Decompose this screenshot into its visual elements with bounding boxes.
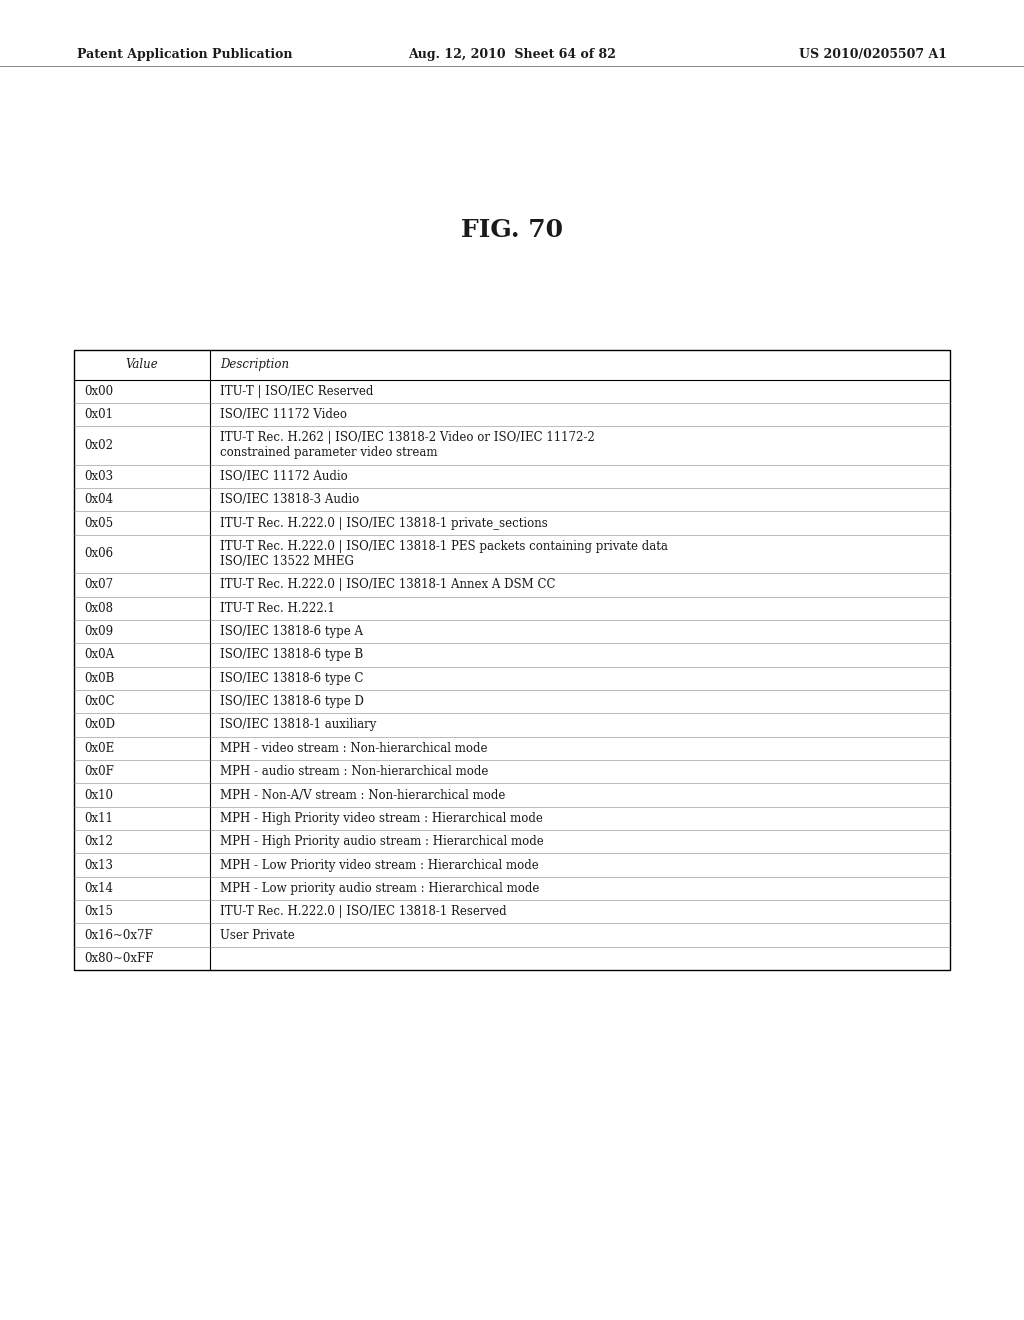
Text: ISO/IEC 13818-6 type D: ISO/IEC 13818-6 type D: [220, 696, 364, 708]
Text: Patent Application Publication: Patent Application Publication: [77, 48, 292, 61]
Text: 0x0C: 0x0C: [84, 696, 115, 708]
Text: ITU-T | ISO/IEC Reserved: ITU-T | ISO/IEC Reserved: [220, 384, 373, 397]
Text: 0x0E: 0x0E: [84, 742, 115, 755]
Text: ISO/IEC 13818-6 type A: ISO/IEC 13818-6 type A: [220, 626, 362, 638]
Text: 0x04: 0x04: [84, 494, 113, 507]
Text: ITU-T Rec. H.222.1: ITU-T Rec. H.222.1: [220, 602, 335, 615]
Text: ITU-T Rec. H.222.0 | ISO/IEC 13818-1 Annex A DSM CC: ITU-T Rec. H.222.0 | ISO/IEC 13818-1 Ann…: [220, 578, 555, 591]
Text: ITU-T Rec. H.222.0 | ISO/IEC 13818-1 Reserved: ITU-T Rec. H.222.0 | ISO/IEC 13818-1 Res…: [220, 906, 507, 919]
Text: Description: Description: [220, 358, 289, 371]
Text: 0x01: 0x01: [84, 408, 113, 421]
Text: ISO/IEC 13818-6 type B: ISO/IEC 13818-6 type B: [220, 648, 364, 661]
Text: ISO/IEC 11172 Audio: ISO/IEC 11172 Audio: [220, 470, 347, 483]
Text: ISO/IEC 11172 Video: ISO/IEC 11172 Video: [220, 408, 347, 421]
Text: ITU-T Rec. H.262 | ISO/IEC 13818-2 Video or ISO/IEC 11172-2
constrained paramete: ITU-T Rec. H.262 | ISO/IEC 13818-2 Video…: [220, 432, 595, 459]
Text: 0x03: 0x03: [84, 470, 113, 483]
Text: ITU-T Rec. H.222.0 | ISO/IEC 13818-1 private_sections: ITU-T Rec. H.222.0 | ISO/IEC 13818-1 pri…: [220, 516, 548, 529]
Text: FIG. 70: FIG. 70: [461, 218, 563, 242]
Text: 0x05: 0x05: [84, 516, 113, 529]
Text: 0x12: 0x12: [84, 836, 113, 849]
Text: User Private: User Private: [220, 929, 295, 941]
Text: 0x16~0x7F: 0x16~0x7F: [84, 929, 153, 941]
Text: 0x0B: 0x0B: [84, 672, 115, 685]
Text: MPH - High Priority video stream : Hierarchical mode: MPH - High Priority video stream : Hiera…: [220, 812, 543, 825]
Text: 0x00: 0x00: [84, 384, 113, 397]
Text: Value: Value: [125, 358, 158, 371]
Text: 0x08: 0x08: [84, 602, 113, 615]
Text: US 2010/0205507 A1: US 2010/0205507 A1: [799, 48, 947, 61]
Text: MPH - High Priority audio stream : Hierarchical mode: MPH - High Priority audio stream : Hiera…: [220, 836, 544, 849]
Text: 0x0D: 0x0D: [84, 718, 115, 731]
Text: 0x0F: 0x0F: [84, 766, 114, 779]
Text: 0x11: 0x11: [84, 812, 113, 825]
Text: MPH - audio stream : Non-hierarchical mode: MPH - audio stream : Non-hierarchical mo…: [220, 766, 488, 779]
Text: ISO/IEC 13818-3 Audio: ISO/IEC 13818-3 Audio: [220, 494, 359, 507]
Text: 0x07: 0x07: [84, 578, 113, 591]
Text: ISO/IEC 13818-1 auxiliary: ISO/IEC 13818-1 auxiliary: [220, 718, 376, 731]
Text: ISO/IEC 13818-6 type C: ISO/IEC 13818-6 type C: [220, 672, 364, 685]
Text: MPH - video stream : Non-hierarchical mode: MPH - video stream : Non-hierarchical mo…: [220, 742, 487, 755]
Text: 0x09: 0x09: [84, 626, 113, 638]
Text: 0x15: 0x15: [84, 906, 113, 919]
Text: 0x06: 0x06: [84, 548, 113, 561]
Text: 0x14: 0x14: [84, 882, 113, 895]
Text: 0x13: 0x13: [84, 858, 113, 871]
Text: 0x0A: 0x0A: [84, 648, 114, 661]
Text: MPH - Low Priority video stream : Hierarchical mode: MPH - Low Priority video stream : Hierar…: [220, 858, 539, 871]
Text: Aug. 12, 2010  Sheet 64 of 82: Aug. 12, 2010 Sheet 64 of 82: [408, 48, 616, 61]
Text: MPH - Non-A/V stream : Non-hierarchical mode: MPH - Non-A/V stream : Non-hierarchical …: [220, 788, 505, 801]
Text: ITU-T Rec. H.222.0 | ISO/IEC 13818-1 PES packets containing private data
ISO/IEC: ITU-T Rec. H.222.0 | ISO/IEC 13818-1 PES…: [220, 540, 668, 568]
Text: 0x80~0xFF: 0x80~0xFF: [84, 952, 154, 965]
Text: MPH - Low priority audio stream : Hierarchical mode: MPH - Low priority audio stream : Hierar…: [220, 882, 540, 895]
Text: 0x02: 0x02: [84, 440, 113, 451]
Text: 0x10: 0x10: [84, 788, 113, 801]
